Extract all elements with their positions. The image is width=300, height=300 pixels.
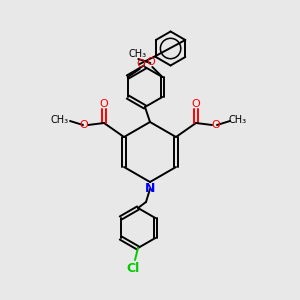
Text: O: O bbox=[212, 120, 220, 130]
Text: O: O bbox=[80, 120, 88, 130]
Text: CH₃: CH₃ bbox=[229, 115, 247, 125]
Text: N: N bbox=[145, 182, 155, 196]
Text: Cl: Cl bbox=[126, 262, 140, 275]
Text: CH₃: CH₃ bbox=[51, 115, 69, 125]
Text: O: O bbox=[146, 57, 155, 67]
Text: CH₃: CH₃ bbox=[128, 49, 146, 59]
Text: O: O bbox=[136, 59, 145, 69]
Text: O: O bbox=[192, 99, 200, 109]
Text: O: O bbox=[100, 99, 108, 109]
